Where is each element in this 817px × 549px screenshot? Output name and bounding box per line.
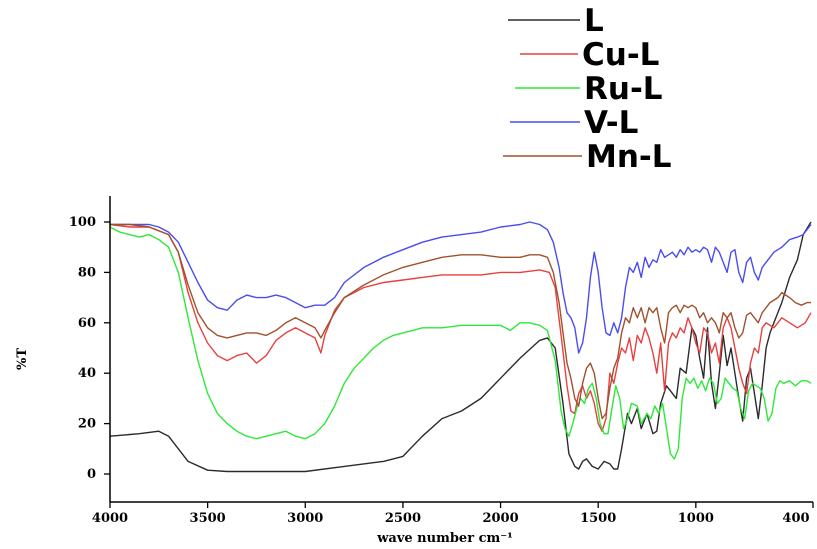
series-layer	[109, 221, 812, 473]
x-tick-label: 3500	[190, 511, 226, 526]
y-tick-label: 20	[78, 417, 96, 432]
legend-label-mn-l: Mn-L	[586, 139, 672, 175]
y-tick-label: 100	[69, 215, 96, 230]
x-axis-title: wave number cm⁻¹	[376, 531, 513, 546]
series-line-mn-l	[110, 223, 811, 420]
y-tick-label: 40	[78, 366, 96, 381]
y-tick-label: 80	[78, 265, 96, 280]
x-tick-label: 2000	[482, 511, 518, 526]
y-axis-title: %T	[15, 348, 30, 370]
series-line-v-l	[110, 221, 812, 354]
legend-label-ru-l: Ru-L	[584, 71, 663, 107]
x-tick-label: 2500	[385, 511, 421, 526]
series-line-ru-l	[109, 226, 812, 460]
x-tick-label: 400	[782, 511, 809, 526]
legend-label-l: L	[584, 3, 604, 39]
legend-label-v-l: V-L	[584, 105, 638, 141]
x-tick-label: 1500	[580, 511, 616, 526]
legend: LCu-LRu-LV-LMn-L	[503, 3, 672, 175]
legend-label-cu-l: Cu-L	[582, 37, 659, 73]
x-tick-label: 1000	[678, 511, 714, 526]
axes	[109, 196, 813, 503]
y-tick-label: 0	[87, 467, 96, 482]
series-line-l	[109, 221, 812, 473]
y-tick-label: 60	[78, 316, 96, 331]
y-ticks: 0 20 40 60 80 100	[69, 215, 110, 482]
series-line-cu-l	[109, 223, 812, 432]
x-ticks: 4000 3500 3000 2500 2000 1500 1000 400	[92, 502, 814, 526]
x-tick-label: 4000	[92, 511, 128, 526]
x-tick-label: 3000	[287, 511, 323, 526]
